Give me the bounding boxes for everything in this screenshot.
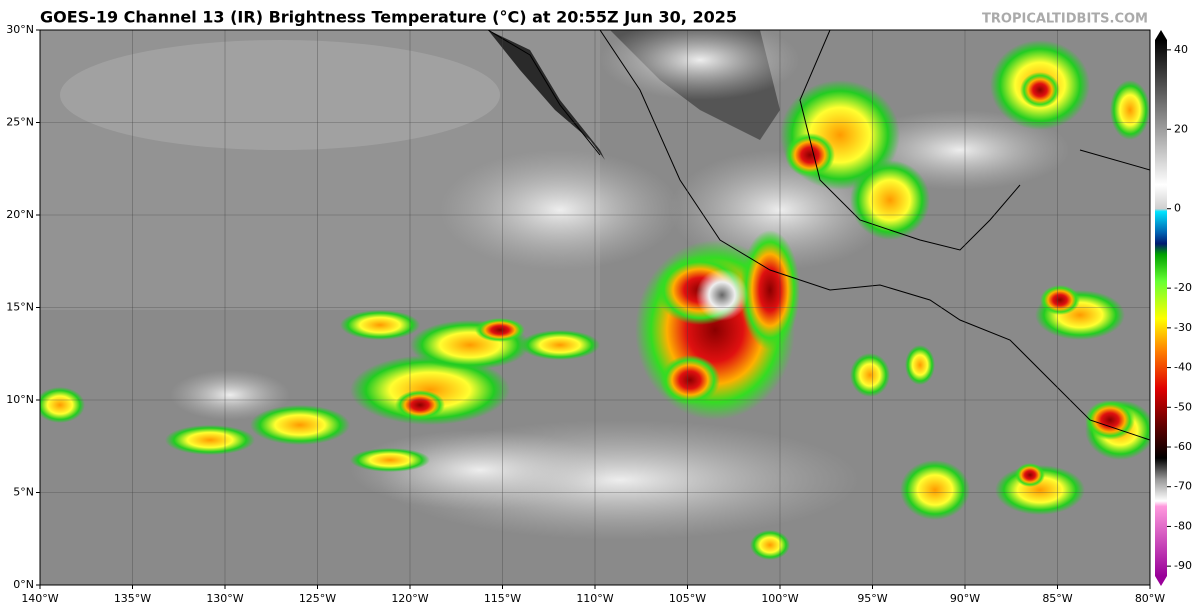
x-tick-label: 80°W [1135,592,1165,605]
colorbar-tick-label: -30 [1174,321,1192,334]
colorbar-tick-label: 0 [1174,202,1181,215]
y-tick-label: 25°N [6,116,34,129]
x-tick-label: 135°W [114,592,151,605]
hurricane-core [696,269,748,321]
deep-convection [660,355,720,405]
convection [340,310,420,340]
deep-convection [740,230,800,350]
colorbar-tick-label: -40 [1174,361,1192,374]
title: GOES-19 Channel 13 (IR) Brightness Tempe… [40,8,737,27]
cloud-swirl [60,40,500,150]
convection [750,530,790,560]
convection [350,448,430,472]
x-tick-label: 100°W [761,592,798,605]
colorbar-tick-label: 20 [1174,122,1188,135]
colorbar-bottom-arrow [1155,576,1167,586]
watermark: TROPICALTIDBITS.COM [982,12,1148,27]
x-tick-label: 85°W [1042,592,1072,605]
deep-convection [785,133,835,177]
convection [40,387,85,423]
x-tick-label: 110°W [576,592,613,605]
convection [850,353,890,397]
deep-convection [1040,285,1080,315]
colorbar-tick-label: -80 [1174,519,1192,532]
y-tick-label: 0°N [13,578,34,591]
x-tick-label: 105°W [669,592,706,605]
x-tick-label: 90°W [950,592,980,605]
deep-convection [1015,463,1045,487]
y-tick-label: 15°N [6,301,34,314]
convection [520,330,600,360]
cloud-area [600,30,800,100]
deep-convection [475,318,525,342]
colorbar-tick-label: -50 [1174,400,1192,413]
x-tick-label: 140°W [21,592,58,605]
convection [165,425,255,455]
plot-frame [39,29,1151,586]
colorbar-tick-label: -70 [1174,480,1192,493]
colorbar-tick-label: -60 [1174,440,1192,453]
x-tick-label: 125°W [299,592,336,605]
x-tick-label: 120°W [391,592,428,605]
cloud-area [170,370,290,420]
convection [350,355,510,425]
baja-peninsula [488,30,605,160]
y-tick-label: 10°N [6,393,34,406]
y-tick-label: 5°N [13,486,34,499]
convection [900,460,970,520]
deep-convection [395,390,445,420]
x-tick-label: 95°W [857,592,887,605]
cloud-area [350,430,610,510]
convection [1110,80,1150,140]
convection [850,160,930,240]
cloud-area [440,150,680,270]
convection [250,405,350,445]
x-tick-label: 115°W [484,592,521,605]
convection [905,345,935,385]
coastline [487,30,1150,441]
colorbar-tick-label: -20 [1174,281,1192,294]
y-tick-label: 30°N [6,23,34,36]
deep-convection [1020,72,1060,108]
colorbar-top-arrow [1155,30,1167,40]
colorbar-tick-label: -90 [1174,559,1192,572]
x-tick-label: 130°W [206,592,243,605]
colorbar [1155,40,1167,576]
y-tick-label: 20°N [6,208,34,221]
colorbar-tick-label: 40 [1174,43,1188,56]
deep-convection [1085,400,1135,440]
